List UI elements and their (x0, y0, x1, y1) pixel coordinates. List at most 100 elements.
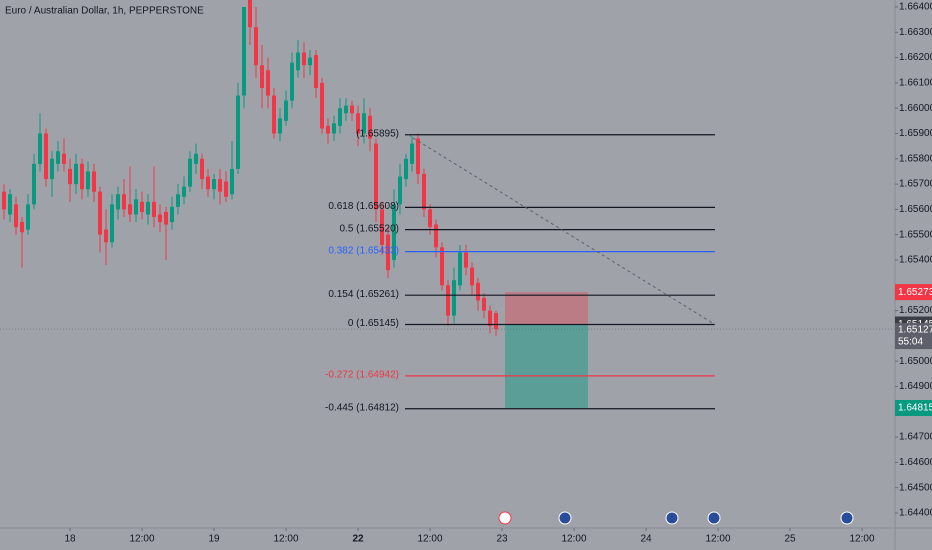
candle-body (80, 163, 84, 190)
fib-label: 0.5 (1.65520) (340, 223, 400, 234)
y-tick-label: 1.64600 (899, 457, 932, 468)
candle-body (494, 313, 498, 330)
candle-body (86, 171, 90, 190)
y-tick-label: 1.66400 (899, 2, 932, 13)
candle-body (212, 179, 216, 190)
x-tick-label: 22 (352, 534, 364, 545)
candle-body (458, 252, 462, 286)
x-tick-label: 23 (496, 534, 508, 545)
candle-body (248, 0, 252, 28)
candle-body (428, 209, 432, 228)
candle-body (122, 194, 126, 210)
candle-body (140, 201, 144, 212)
y-tick-label: 1.66000 (899, 103, 932, 114)
stop-price-tag-bg (895, 284, 932, 301)
candle-body (422, 173, 426, 210)
stop-zone (505, 292, 588, 325)
candle-body (224, 181, 228, 197)
candle-body (176, 194, 180, 207)
candle-body (266, 70, 270, 96)
x-tick-label: 12:00 (705, 534, 730, 545)
x-tick-label: 25 (784, 534, 796, 545)
y-tick-label: 1.65900 (899, 128, 932, 139)
candle-body (320, 82, 324, 129)
candle-body (404, 158, 408, 180)
y-tick-label: 1.64900 (899, 381, 932, 392)
candle-body (110, 204, 114, 243)
y-tick-label: 1.65000 (899, 356, 932, 367)
candle-body (332, 123, 336, 134)
candle-body (464, 252, 468, 268)
candle-body (488, 310, 492, 326)
fib-label: 0.618 (1.65608) (328, 201, 399, 212)
candle-body (14, 204, 18, 228)
target-price-tag-bg (895, 400, 932, 417)
candle-body (50, 158, 54, 180)
y-tick-label: 1.66300 (899, 27, 932, 38)
candle-body (440, 247, 444, 286)
y-tick-label: 1.65800 (899, 153, 932, 164)
candle-body (62, 153, 66, 164)
y-tick-label: 1.64500 (899, 482, 932, 493)
candle-body (410, 143, 414, 164)
candle-body (44, 133, 48, 180)
fib-label: -0.272 (1.64942) (325, 370, 399, 381)
trend-line (407, 134, 716, 325)
candle-body (272, 95, 276, 134)
fib-label: 0.382 (1.65433) (328, 245, 399, 256)
y-tick-label: 1.65600 (899, 204, 932, 215)
candle-body (380, 209, 384, 245)
x-tick-label: 12:00 (273, 534, 298, 545)
candle-body (230, 168, 234, 195)
candle-body (350, 105, 354, 114)
x-tick-label: 24 (640, 534, 652, 545)
candle-body (2, 191, 6, 210)
y-tick-label: 1.66100 (899, 78, 932, 89)
last-price-tag-bg (895, 323, 932, 350)
x-tick-label: 12:00 (849, 534, 874, 545)
candle-body (38, 133, 42, 164)
candle-body (260, 65, 264, 88)
candle-body (218, 179, 222, 192)
candle-body (164, 211, 168, 225)
candle-body (452, 280, 456, 316)
target-price-tag: 1.64815 (898, 403, 932, 414)
candle-body (170, 206, 174, 223)
candle-body (290, 62, 294, 101)
candle-body (362, 113, 366, 134)
candle-body (32, 163, 36, 205)
candle-body (284, 100, 288, 121)
candle-body (182, 186, 186, 197)
x-tick-label: 12:00 (417, 534, 442, 545)
candle-body (152, 201, 156, 217)
candle-body (476, 282, 480, 301)
candle-body (482, 297, 486, 311)
candle-body (416, 138, 420, 174)
candle-body (8, 194, 12, 215)
fib-label: 0 (1.65145) (348, 318, 399, 329)
stop-price-tag: 1.65273 (898, 287, 932, 298)
candle-body (434, 224, 438, 248)
y-tick-label: 1.64400 (899, 508, 932, 519)
candle-body (368, 115, 372, 139)
candle-body (356, 113, 360, 134)
candle-body (236, 95, 240, 169)
candle-body (254, 27, 258, 66)
candle-body (26, 204, 30, 230)
x-tick-label: 12:00 (129, 534, 154, 545)
candle-body (98, 191, 102, 235)
candle-body (326, 125, 330, 134)
candle-body (146, 201, 150, 215)
candle-body (398, 176, 402, 205)
x-tick-label: 19 (208, 534, 220, 545)
candle-body (134, 199, 138, 215)
candle-body (446, 285, 450, 316)
countdown: 55:04 (898, 337, 923, 348)
x-tick-label: 18 (64, 534, 76, 545)
candle-body (158, 214, 162, 223)
candle-body (344, 105, 348, 114)
y-tick-label: 1.65200 (899, 305, 932, 316)
candle-body (296, 52, 300, 71)
